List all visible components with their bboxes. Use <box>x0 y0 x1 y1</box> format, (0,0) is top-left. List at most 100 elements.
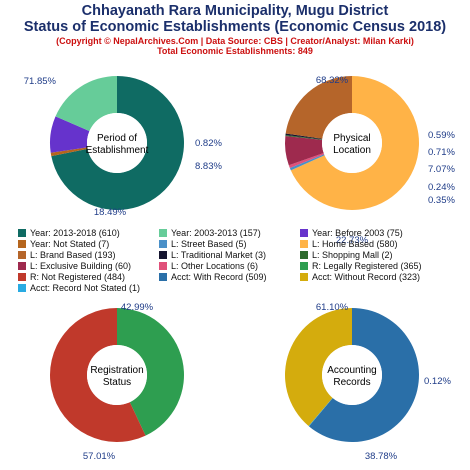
legend-item: L: Other Locations (6) <box>159 261 258 271</box>
legend-label: Year: 2013-2018 (610) <box>30 228 120 238</box>
legend-item: Acct: Record Not Stated (1) <box>18 283 140 293</box>
legend-swatch <box>159 240 167 248</box>
percent-label: 42.99% <box>121 302 154 313</box>
donut-slice <box>290 76 420 210</box>
legend-item: Year: Before 2003 (75) <box>300 228 403 238</box>
donut-hole <box>87 345 147 405</box>
percent-label: 68.32% <box>316 75 349 86</box>
percent-label: 18.49% <box>94 207 127 218</box>
legend-label: L: Home Based (580) <box>312 239 398 249</box>
donut-center-label: Records <box>333 377 370 388</box>
percent-label: 0.59% <box>428 130 455 141</box>
legend-swatch <box>18 229 26 237</box>
percent-label: 0.71% <box>428 147 455 158</box>
percent-label: 0.24% <box>428 182 455 193</box>
legend-label: Year: Not Stated (7) <box>30 239 110 249</box>
legend-swatch <box>18 240 26 248</box>
legend-swatch <box>300 262 308 270</box>
chart-title-line2: Status of Economic Establishments (Econo… <box>23 19 447 35</box>
donut-slice <box>49 308 146 443</box>
donut-slice <box>288 152 325 169</box>
legend-label: Acct: Record Not Stated (1) <box>30 283 141 293</box>
donut-hole <box>322 113 382 173</box>
donut-slice <box>285 76 352 139</box>
percent-label: 0.12% <box>424 376 451 387</box>
donut-center-label: Establishment <box>86 145 149 156</box>
donut-slice <box>50 147 88 157</box>
percent-label: 0.35% <box>428 195 455 206</box>
legend-label: L: Traditional Market (3) <box>171 250 267 260</box>
donut-center-label: Accounting <box>327 365 376 376</box>
donut-center-label: Location <box>333 145 371 156</box>
legend-item: Year: 2013-2018 (610) <box>18 228 120 238</box>
legend-swatch <box>18 251 26 259</box>
total-establishments: Total Economic Establishments: 849 <box>157 46 313 56</box>
legend-item: L: Exclusive Building (60) <box>18 261 131 271</box>
percent-label: 0.82% <box>195 138 222 149</box>
legend-item: R: Not Registered (484) <box>18 272 125 282</box>
legend-label: L: Brand Based (193) <box>30 250 116 260</box>
donut-slice <box>308 397 333 427</box>
donut-slice <box>55 76 117 132</box>
donut-slice <box>289 154 325 171</box>
percent-label: 57.01% <box>83 451 116 462</box>
donut-slice <box>117 308 184 436</box>
legend-swatch <box>300 240 308 248</box>
legend-swatch <box>300 273 308 281</box>
legend-item: Acct: With Record (509) <box>159 272 267 282</box>
legend-item: Year: 2003-2013 (157) <box>159 228 261 238</box>
legend-swatch <box>300 229 308 237</box>
legend-swatch <box>18 262 26 270</box>
legend-label: Year: Before 2003 (75) <box>312 228 403 238</box>
legend-item: R: Legally Registered (365) <box>300 261 422 271</box>
donut-hole <box>87 113 147 173</box>
legend-swatch <box>18 273 26 281</box>
legend-item: Year: Not Stated (7) <box>18 239 109 249</box>
donut-center-label: Period of <box>97 133 137 144</box>
donut-slice <box>50 116 90 153</box>
donut-center-label: Status <box>103 377 131 388</box>
legend-swatch <box>159 262 167 270</box>
legend-item: Acct: Without Record (323) <box>300 272 420 282</box>
legend-swatch <box>159 251 167 259</box>
percent-label: 8.83% <box>195 161 222 172</box>
legend-item: L: Street Based (5) <box>159 239 247 249</box>
legend-swatch <box>159 273 167 281</box>
percent-label: 7.07% <box>428 164 455 175</box>
legend-swatch <box>300 251 308 259</box>
legend-label: Year: 2003-2013 (157) <box>171 228 261 238</box>
donut-center-label: Registration <box>90 365 143 376</box>
legend-label: L: Shopping Mall (2) <box>312 250 393 260</box>
donut-slice <box>284 308 352 427</box>
legend-label: R: Not Registered (484) <box>30 272 126 282</box>
legend-label: L: Other Locations (6) <box>171 261 259 271</box>
legend-label: Acct: Without Record (323) <box>312 272 421 282</box>
donut-slice <box>51 76 185 210</box>
legend-label: L: Street Based (5) <box>171 239 247 249</box>
percent-label: 71.85% <box>24 76 57 87</box>
donut-slice <box>285 133 323 140</box>
donut-slice <box>285 135 324 166</box>
donut-hole <box>322 345 382 405</box>
percent-label: 61.10% <box>316 302 349 313</box>
legend-item: L: Shopping Mall (2) <box>300 250 393 260</box>
chart-title-line1: Chhayanath Rara Municipality, Mugu Distr… <box>81 3 389 19</box>
donut-slice <box>285 134 323 140</box>
legend-item: L: Brand Based (193) <box>18 250 116 260</box>
legend-label: Acct: With Record (509) <box>171 272 267 282</box>
donut-slice <box>308 308 419 442</box>
percent-label: 38.78% <box>365 451 398 462</box>
legend-item: L: Home Based (580) <box>300 239 398 249</box>
legend-item: L: Traditional Market (3) <box>159 250 266 260</box>
donut-center-label: Physical <box>333 133 370 144</box>
copyright-text: (Copyright © NepalArchives.Com | Data So… <box>56 36 414 46</box>
legend-label: R: Legally Registered (365) <box>312 261 422 271</box>
legend-swatch <box>159 229 167 237</box>
legend-label: L: Exclusive Building (60) <box>30 261 132 271</box>
legend-swatch <box>18 284 26 292</box>
